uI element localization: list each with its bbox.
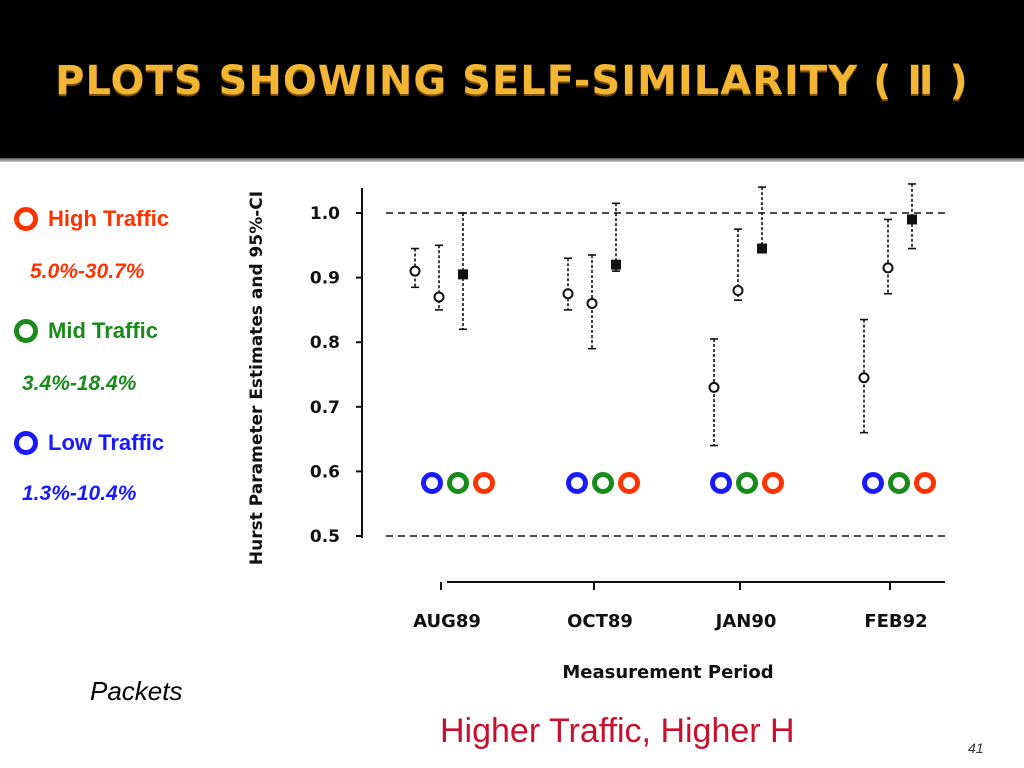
legend-item-mid: Mid Traffic	[14, 318, 158, 344]
y-axis: 0.5 0.6 0.7 0.8 0.9 1.0	[310, 188, 363, 547]
legend-range-high: 5.0%-30.7%	[30, 260, 145, 283]
traffic-ring-icon	[447, 472, 469, 494]
title-band	[0, 0, 1024, 158]
x-axis: AUG89 OCT89 JAN90 FEB92	[413, 581, 945, 632]
traffic-ring-icon	[710, 472, 732, 494]
point-mid-traffic	[433, 291, 445, 303]
traffic-ring-icon	[736, 472, 758, 494]
packets-label: Packets	[90, 676, 183, 706]
ring-icon	[14, 431, 38, 455]
legend-range-low: 1.3%-10.4%	[22, 482, 137, 505]
ring-icon	[14, 319, 38, 343]
ring-icon	[14, 207, 38, 231]
slide-title: PLOTS SHOWING SELF-SIMILARITY ( Ⅱ )	[55, 58, 969, 104]
point-low-traffic	[562, 288, 574, 300]
legend-item-high: High Traffic	[14, 206, 169, 232]
x-tick-label: OCT89	[567, 611, 633, 632]
reference-lines	[386, 212, 945, 537]
y-axis-label: Hurst Parameter Estimates and 95%-CI	[247, 191, 267, 565]
traffic-ring-icon	[592, 472, 614, 494]
x-axis-label: Measurement Period	[562, 662, 773, 683]
traffic-ring-icon	[421, 472, 443, 494]
legend-label: High Traffic	[48, 206, 170, 231]
title-divider	[0, 158, 1024, 162]
traffic-ring-icon	[762, 472, 784, 494]
legend-label: Mid Traffic	[48, 318, 159, 343]
legend-item-low: Low Traffic	[14, 430, 164, 456]
y-tick-label: 0.8	[310, 333, 340, 353]
x-tick-label: AUG89	[413, 611, 481, 632]
traffic-ring-icon	[914, 472, 936, 494]
point-mid-traffic	[882, 262, 894, 274]
point-high-traffic	[611, 259, 621, 270]
traffic-ring-icon	[473, 472, 495, 494]
traffic-marker-groups	[421, 472, 936, 494]
page-number: 41	[968, 740, 984, 756]
traffic-ring-icon	[566, 472, 588, 494]
data-points	[409, 183, 917, 447]
point-high-traffic	[458, 269, 468, 280]
legend-range-mid: 3.4%-18.4%	[22, 372, 137, 395]
point-high-traffic	[757, 243, 767, 254]
point-low-traffic	[708, 381, 720, 393]
conclusion-text: Higher Traffic, Higher H	[440, 712, 795, 750]
point-high-traffic	[907, 214, 917, 225]
point-mid-traffic	[586, 297, 598, 309]
traffic-ring-icon	[888, 472, 910, 494]
y-tick-label: 0.5	[310, 527, 340, 547]
x-tick-label: FEB92	[864, 611, 927, 632]
point-low-traffic	[409, 265, 421, 277]
y-tick-label: 0.9	[310, 269, 340, 289]
x-tick-label: JAN90	[714, 611, 777, 632]
y-tick-label: 1.0	[310, 204, 340, 224]
point-low-traffic	[858, 372, 870, 384]
y-tick-label: 0.6	[310, 462, 340, 482]
y-tick-label: 0.7	[310, 398, 340, 418]
legend-label: Low Traffic	[48, 430, 165, 455]
traffic-ring-icon	[618, 472, 640, 494]
traffic-ring-icon	[862, 472, 884, 494]
point-mid-traffic	[732, 285, 744, 297]
